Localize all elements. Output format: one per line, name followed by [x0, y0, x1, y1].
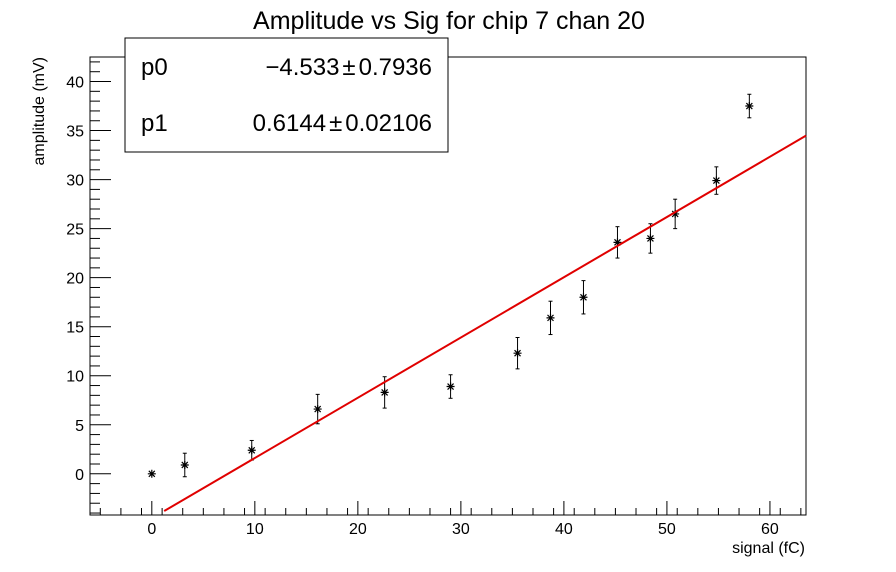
data-point [546, 300, 555, 336]
x-axis-title: signal (fC) [732, 540, 805, 557]
star-marker [745, 102, 754, 111]
y-axis-title: amplitude (mV) [31, 57, 48, 165]
x-tick-label: 10 [246, 521, 264, 538]
y-tick-labels: 0 5 10 15 20 25 30 35 40 [66, 75, 84, 484]
fit-line [163, 134, 807, 512]
x-tick-label: 30 [452, 521, 470, 538]
x-tick-labels: 0 10 20 30 40 50 60 [147, 521, 779, 538]
stats-p0-pm: ± [342, 54, 355, 81]
data-point [180, 452, 189, 478]
star-marker [446, 382, 455, 391]
y-tick-label: 5 [75, 418, 84, 435]
data-point [745, 93, 754, 119]
x-tick-label: 40 [555, 521, 573, 538]
data-point [513, 336, 522, 370]
stats-p1-pm: ± [329, 110, 342, 137]
stats-p1-value: 0.6144 [253, 110, 326, 137]
x-tick-label: 60 [761, 521, 779, 538]
y-tick-label: 25 [66, 222, 84, 239]
star-marker [313, 405, 322, 414]
stats-p0-value-line: −4.533 ±0.7936 [265, 54, 432, 81]
y-tick-label: 30 [66, 173, 84, 190]
data-point [579, 280, 588, 315]
star-marker [380, 388, 389, 397]
star-marker [646, 234, 655, 243]
star-marker [513, 349, 522, 358]
star-marker [546, 313, 555, 322]
fit-stats-frame [124, 37, 449, 153]
data-point [613, 226, 622, 259]
data-point [446, 374, 455, 399]
data-point [313, 393, 322, 425]
y-tick-label: 35 [66, 124, 84, 141]
data-point [646, 223, 655, 254]
stats-p1-value-line: 0.6144 ±0.02106 [253, 110, 432, 137]
stats-p1-error: 0.02106 [345, 110, 432, 137]
y-tick-label: 10 [66, 369, 84, 386]
star-marker [579, 293, 588, 302]
y-tick-label: 15 [66, 320, 84, 337]
data-point [671, 198, 680, 230]
star-marker [671, 209, 680, 218]
y-tick-label: 0 [75, 467, 84, 484]
chart-title: Amplitude vs Sig for chip 7 chan 20 [253, 7, 645, 35]
stats-p0-name: p0 [141, 54, 168, 81]
x-tick-label: 50 [658, 521, 676, 538]
stats-p0-value: −4.533 [265, 54, 339, 81]
stats-p1-name: p1 [141, 110, 168, 137]
x-tick-label: 0 [147, 521, 156, 538]
fit-stats-box: p0 −4.533 ±0.7936 p1 0.6144 ±0.02106 [124, 37, 449, 153]
data-point [147, 469, 156, 478]
star-marker [712, 176, 721, 185]
star-marker [613, 238, 622, 247]
star-marker [180, 460, 189, 469]
data-points [147, 93, 754, 478]
data-point [712, 166, 721, 195]
axis-ticks [90, 61, 802, 515]
star-marker [147, 469, 156, 478]
y-tick-label: 20 [66, 271, 84, 288]
x-tick-label: 20 [349, 521, 367, 538]
y-tick-label: 40 [66, 75, 84, 92]
stats-p0-error: 0.7936 [359, 54, 432, 81]
star-marker [247, 446, 256, 455]
